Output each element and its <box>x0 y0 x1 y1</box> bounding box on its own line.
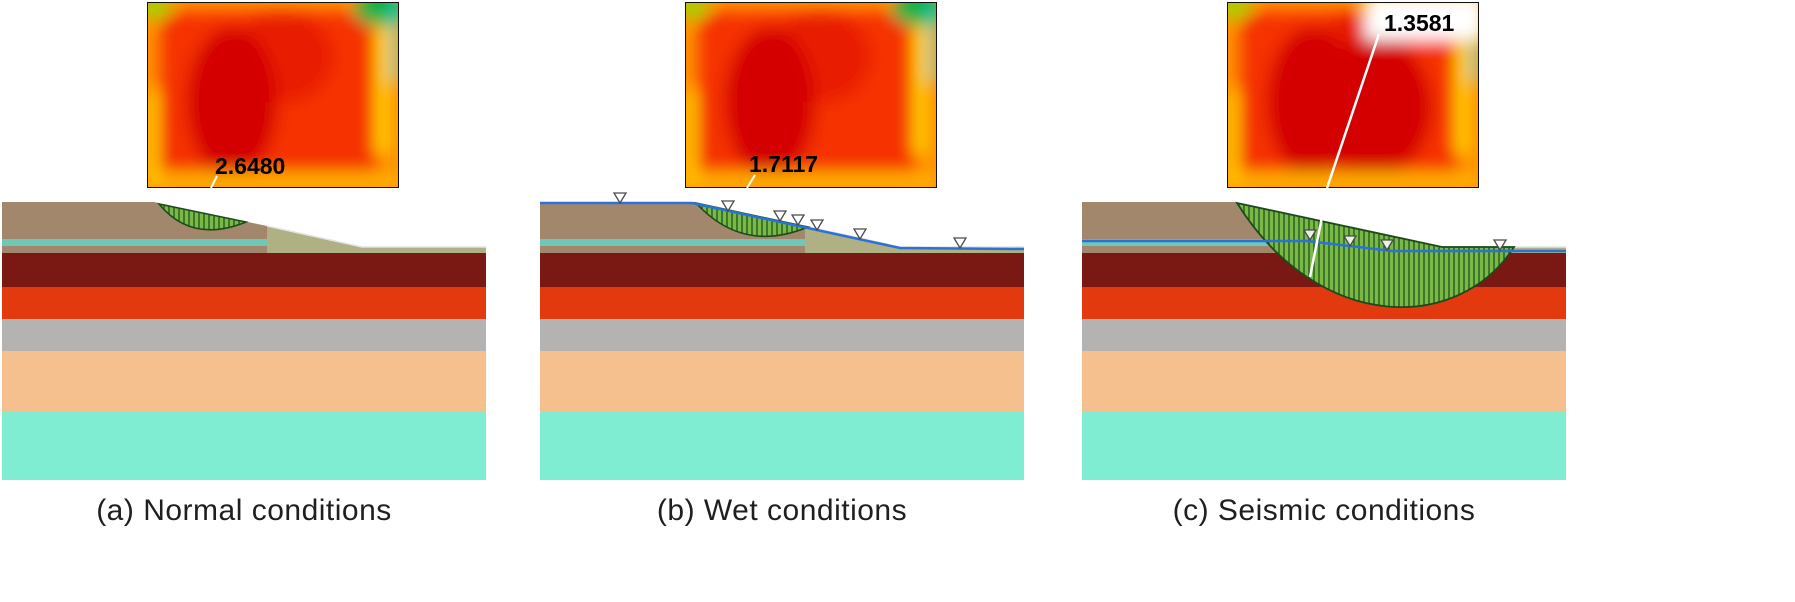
soil-layer-cyan <box>540 411 1024 480</box>
heatmap-color-field <box>1227 2 1479 188</box>
white-leader-line <box>746 174 756 188</box>
heatmap-color-field <box>147 2 399 188</box>
soil-layer-maroon <box>540 253 1024 287</box>
soil-layer-teal-seam <box>1082 239 1347 246</box>
heatmap-left-band <box>147 92 157 188</box>
heatmap-cold-edge <box>1472 2 1479 82</box>
fos-value-label: 1.3581 <box>1384 10 1455 36</box>
heatmap-hot-spot <box>725 27 815 177</box>
white-leader-line <box>208 201 214 209</box>
panel-normal: 2.6480 (a) Normal conditions <box>2 0 486 602</box>
heatmap-bottom-band <box>685 172 937 188</box>
heatmap-topright-corner <box>892 2 937 26</box>
soil-layer-gray <box>1082 319 1566 351</box>
soil-layer-orangered <box>2 287 486 319</box>
heatmap-color-field <box>685 2 937 188</box>
soil-layer-peach <box>2 351 486 411</box>
fos-contour-map: 2.6480 <box>147 2 399 188</box>
heatmap-right-band <box>1455 20 1469 155</box>
white-leader-line <box>1308 201 1327 278</box>
heatmap-topright-corner <box>354 2 399 26</box>
slip-surface <box>157 202 249 231</box>
soil-layer-olive <box>267 226 486 253</box>
heatmap-topleft-corner <box>1227 2 1252 19</box>
heatmap-border <box>685 2 937 188</box>
slope-cross-section <box>1082 201 1566 480</box>
heatmap-border <box>1227 2 1479 188</box>
panel-wet: 1.7117 (b) Wet conditions <box>540 0 1025 602</box>
heatmap-border <box>147 2 399 188</box>
fos-contour-map: 1.7117 <box>685 2 937 188</box>
heatmap-hot-spot <box>187 27 277 177</box>
soil-layer-orangered <box>1082 287 1566 319</box>
panel-caption: (c) Seismic conditions <box>1172 494 1476 527</box>
water-table-marker <box>613 192 627 204</box>
soil-layer-orangered <box>540 287 1024 319</box>
white-leader-line <box>210 175 218 188</box>
heatmap-cold-edge <box>930 2 937 82</box>
soil-layer-olive <box>805 226 1024 253</box>
slope-cross-section <box>540 192 1025 480</box>
soil-layer-teal-seam <box>2 239 267 246</box>
heatmap-label-backdrop <box>1365 2 1479 40</box>
heatmap-right-band <box>913 20 927 155</box>
heatmap-bottom-band <box>1227 172 1479 188</box>
heatmap-topleft-corner <box>685 2 710 19</box>
water-table-line <box>540 201 1025 251</box>
soil-layer-peach <box>540 351 1024 411</box>
soil-layer-cyan <box>2 411 486 480</box>
heatmap-right-band <box>375 20 389 155</box>
soil-layer-gray <box>540 319 1024 351</box>
white-leader-line <box>741 201 747 210</box>
panel-caption: (b) Wet conditions <box>656 494 908 527</box>
slip-surface <box>1235 201 1516 309</box>
soil-layer-teal-seam <box>540 239 805 246</box>
fos-value-label: 2.6480 <box>215 153 285 179</box>
heatmap-topleft-corner <box>147 2 172 19</box>
heatmap-bottom-band <box>147 172 399 188</box>
heatmap-left-band <box>1227 92 1237 188</box>
soil-layer-peach <box>1082 351 1566 411</box>
soil-layer-maroon <box>2 253 486 287</box>
white-leader-line <box>1325 33 1381 188</box>
ground-surface-line <box>266 225 486 248</box>
soil-layer-cyan <box>1082 411 1566 480</box>
fos-contour-map: 1.3581 <box>1227 2 1479 188</box>
panel-seismic: 1.3581 (c) Seismic conditions <box>1082 0 1566 602</box>
slope-cross-section <box>2 201 486 480</box>
heatmap-cold-edge <box>392 2 399 82</box>
slip-surface <box>693 201 811 238</box>
fos-value-label: 1.7117 <box>749 151 818 177</box>
heatmap-left-band <box>685 92 695 188</box>
panel-caption: (a) Normal conditions <box>96 494 392 527</box>
soil-layer-gray <box>2 319 486 351</box>
